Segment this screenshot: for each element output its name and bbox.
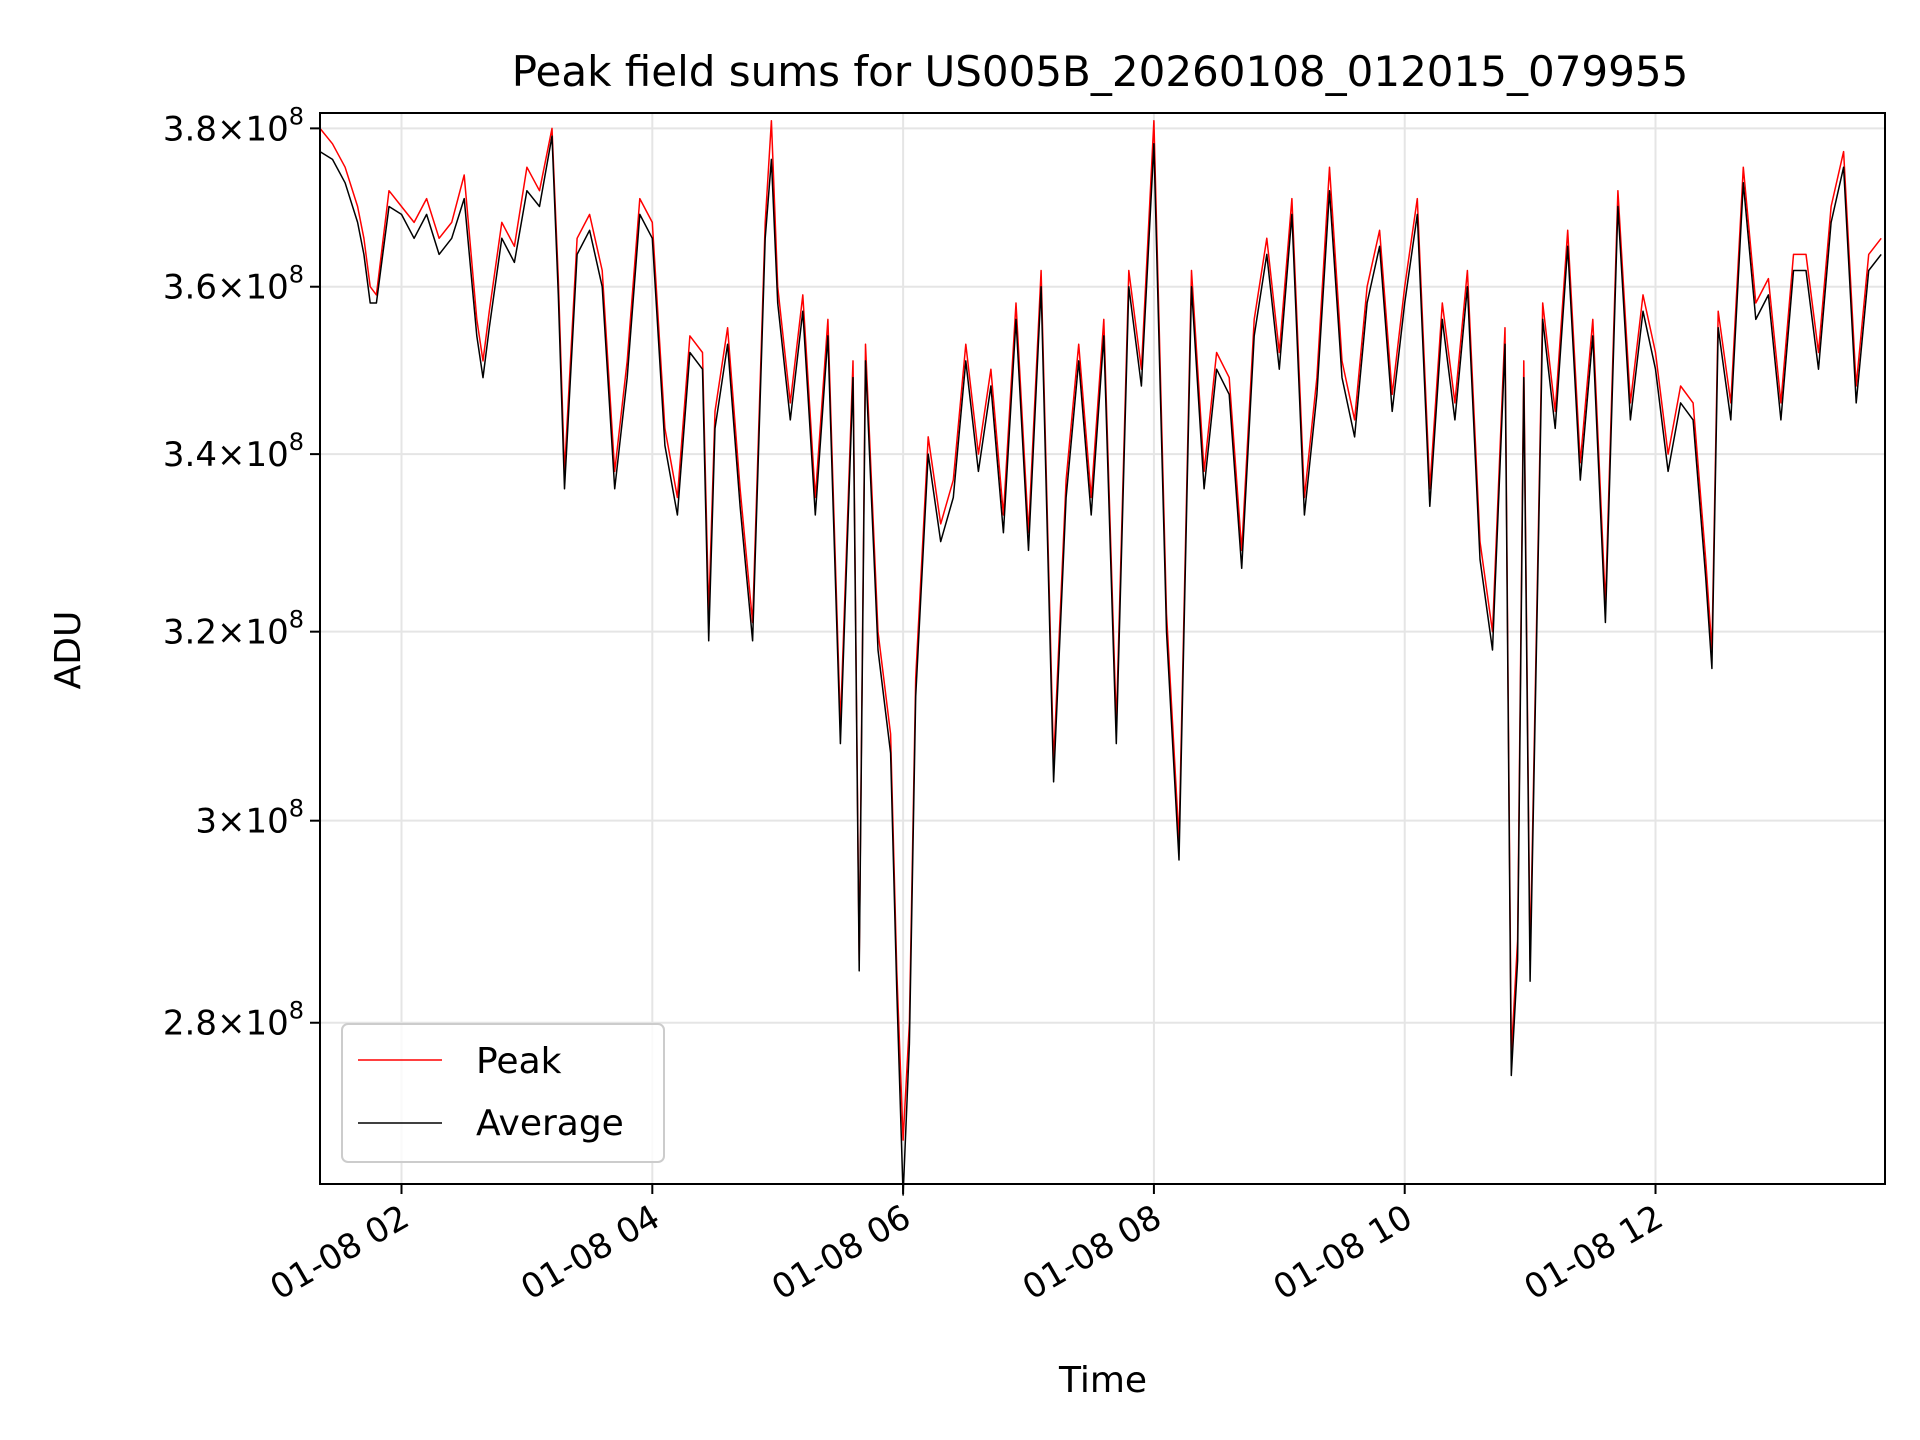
y-tick-label: 3.8×108 (163, 102, 304, 149)
legend-peak-label: Peak (476, 1041, 562, 1082)
legend-average-label: Average (476, 1103, 624, 1144)
grid (320, 113, 1885, 1184)
series-layer (319, 119, 1882, 1196)
y-tick-label: 2.8×108 (163, 997, 304, 1044)
chart-title: Peak field sums for US005B_20260108_0120… (512, 47, 1689, 96)
y-tick-label: 3.2×108 (163, 606, 304, 653)
plot-frame (319, 112, 1886, 1185)
series-line-average (319, 135, 1882, 1196)
legend: Peak Average (341, 1023, 665, 1163)
y-axis: 2.8×108 3×108 3.2×108 3.4×108 3.6×108 3.8×108 (163, 102, 320, 1044)
legend-box (341, 1023, 665, 1163)
y-axis-label: ADU (48, 611, 89, 690)
y-tick-label: 3.6×108 (163, 261, 304, 308)
y-tick-label: 3×108 (195, 795, 304, 842)
y-tick-label: 3.4×108 (163, 428, 304, 475)
x-axis-label: Time (1058, 1360, 1147, 1401)
